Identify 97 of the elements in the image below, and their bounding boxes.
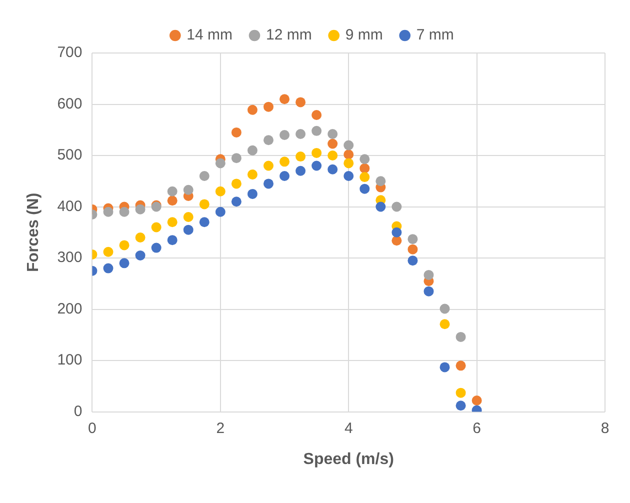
point (263, 178, 274, 189)
point (103, 206, 114, 217)
x-tick-label: 0 (88, 420, 96, 437)
point (183, 224, 194, 235)
legend-label: 12 mm (266, 26, 312, 44)
point (296, 152, 306, 162)
point (135, 232, 146, 243)
point (456, 400, 466, 411)
point (296, 128, 306, 139)
point (280, 156, 290, 167)
point (263, 102, 274, 112)
point (328, 128, 338, 139)
point (280, 94, 290, 104)
point (360, 172, 370, 182)
point (344, 158, 354, 168)
point (424, 286, 434, 296)
point (376, 176, 386, 186)
point (296, 97, 306, 108)
point (360, 163, 370, 174)
point (328, 150, 338, 161)
legend-label: 7 mm (416, 26, 454, 44)
point (456, 360, 466, 371)
point (440, 304, 450, 314)
point (392, 236, 402, 246)
point (135, 204, 146, 214)
point (312, 160, 322, 171)
point (215, 206, 226, 217)
point (199, 171, 210, 182)
point (167, 235, 178, 246)
legend-label: 14 mm (186, 26, 232, 44)
point (247, 145, 258, 156)
point (231, 153, 242, 164)
x-tick-label: 4 (344, 420, 353, 437)
point (360, 154, 370, 164)
x-tick-label: 8 (600, 420, 610, 437)
point (440, 319, 450, 330)
x-tick-label: 6 (472, 420, 481, 437)
y-tick-label: 700 (57, 44, 82, 62)
point (456, 388, 466, 398)
point (215, 186, 226, 196)
point (119, 206, 130, 217)
point (167, 186, 178, 196)
point (472, 396, 482, 406)
point (424, 270, 434, 280)
point (392, 202, 402, 212)
point (231, 196, 242, 207)
point (215, 158, 226, 168)
point (344, 149, 354, 160)
legend-label: 9 mm (345, 26, 383, 44)
point (456, 332, 466, 342)
point (312, 126, 322, 136)
point (247, 188, 258, 199)
point (231, 178, 242, 189)
point (151, 242, 162, 253)
y-tick-label: 300 (57, 249, 82, 266)
point (119, 258, 130, 268)
y-tick-label: 500 (57, 146, 82, 164)
point (103, 263, 114, 274)
point (344, 140, 354, 150)
point (280, 171, 290, 182)
point (408, 244, 418, 254)
point (103, 246, 114, 257)
point (328, 138, 338, 149)
y-tick-label: 200 (57, 300, 82, 318)
x-axis-title: Speed (m/s) (303, 450, 394, 468)
point (199, 199, 210, 210)
point (247, 169, 258, 180)
y-tick-label: 400 (57, 198, 82, 215)
point (440, 362, 450, 372)
point (408, 256, 418, 266)
y-tick-label: 600 (57, 95, 82, 112)
point (183, 212, 194, 222)
point (135, 250, 146, 260)
point (167, 196, 178, 206)
y-axis-title: Forces (N) (25, 192, 42, 272)
point (408, 234, 418, 244)
point (312, 148, 322, 158)
y-tick-label: 100 (57, 352, 82, 369)
point (360, 184, 370, 194)
point (392, 227, 402, 238)
point (167, 217, 178, 228)
point (263, 160, 274, 171)
y-tick-label: 0 (74, 402, 82, 420)
point (199, 217, 210, 228)
point (151, 222, 162, 232)
point (312, 110, 322, 120)
point (296, 166, 306, 176)
point (247, 104, 258, 115)
point (344, 171, 354, 182)
x-tick-label: 2 (216, 420, 225, 437)
point (376, 202, 386, 212)
point (263, 135, 274, 146)
point (280, 130, 290, 140)
point (328, 164, 338, 174)
point (183, 184, 194, 195)
point (231, 127, 242, 138)
point (119, 240, 130, 250)
